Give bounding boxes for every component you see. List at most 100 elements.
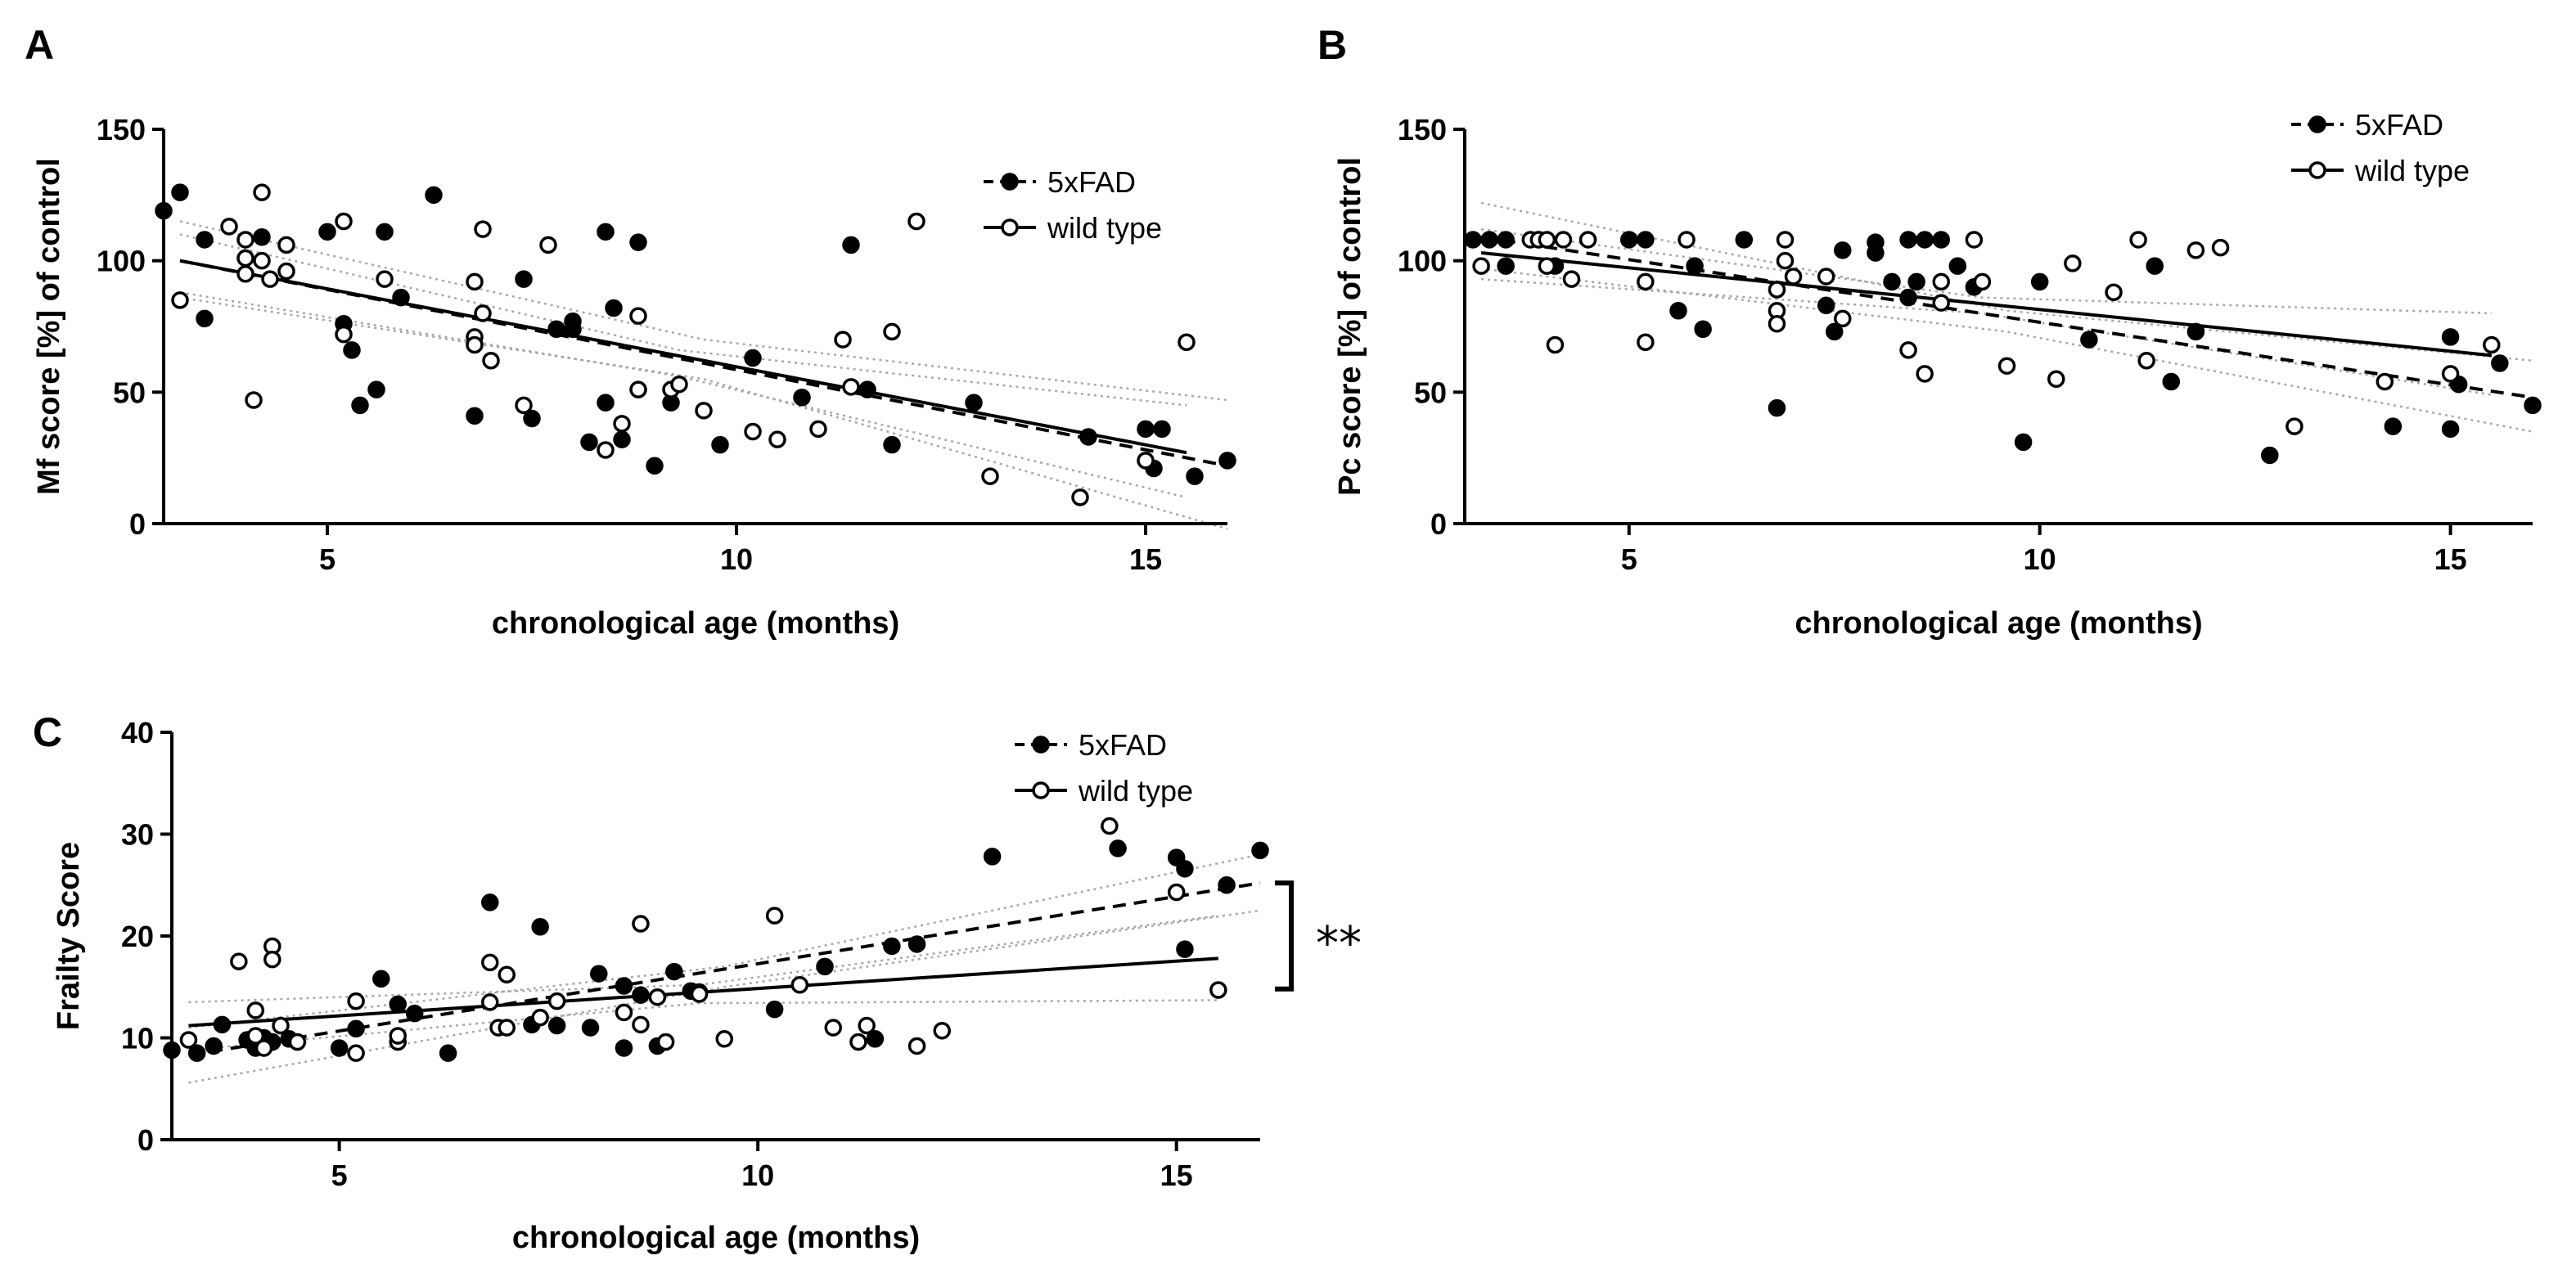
legend-label: wild type bbox=[2354, 154, 2470, 187]
y-tick-label: 150 bbox=[97, 113, 146, 146]
confidence-band-fad bbox=[188, 909, 1261, 1084]
panel-b: B 0 50 100 150 5 10 15 chronological age (months… bbox=[1317, 22, 2542, 641]
point-fad bbox=[196, 309, 214, 328]
point-wt bbox=[230, 952, 248, 970]
point-wt bbox=[629, 380, 647, 398]
point-fad bbox=[330, 1039, 349, 1057]
y-tick-label: 100 bbox=[97, 245, 146, 278]
y-tick-label: 150 bbox=[1398, 113, 1447, 146]
point-fad bbox=[1137, 420, 1155, 439]
legend-marker bbox=[1032, 736, 1050, 754]
point-wt bbox=[474, 304, 492, 322]
confidence-band-fad bbox=[188, 853, 1261, 1029]
point-fad bbox=[1176, 860, 1194, 878]
point-wt bbox=[1637, 333, 1655, 352]
y-tick-label: 40 bbox=[121, 716, 154, 749]
point-fad bbox=[389, 995, 407, 1014]
point-wt bbox=[466, 335, 484, 354]
point-fad bbox=[2524, 396, 2542, 415]
legend-marker bbox=[1001, 173, 1019, 191]
point-wt bbox=[335, 325, 353, 344]
point-wt bbox=[744, 422, 762, 441]
point-wt bbox=[498, 1019, 516, 1037]
x-tick-label: 5 bbox=[319, 542, 336, 576]
point-fad bbox=[439, 1044, 457, 1062]
point-fad bbox=[2162, 372, 2181, 391]
point-wt bbox=[347, 1044, 365, 1062]
x-tick-label: 10 bbox=[2024, 542, 2056, 576]
legend-marker bbox=[1032, 781, 1050, 799]
x-tick-label: 5 bbox=[331, 1159, 348, 1192]
point-fad bbox=[1497, 257, 1515, 275]
point-fad bbox=[1825, 322, 1844, 341]
point-fad bbox=[2146, 257, 2164, 275]
point-wt bbox=[1101, 817, 1119, 835]
confidence-band-fad bbox=[179, 220, 1228, 402]
point-fad bbox=[1669, 301, 1687, 320]
point-fad bbox=[646, 457, 664, 475]
y-tick-label: 10 bbox=[121, 1022, 154, 1055]
point-wt bbox=[695, 402, 713, 420]
point-fad bbox=[2441, 420, 2460, 439]
point-fad bbox=[351, 396, 369, 415]
point-wt bbox=[547, 992, 566, 1010]
point-wt bbox=[253, 183, 271, 201]
point-fad bbox=[1686, 257, 1704, 275]
point-wt bbox=[220, 218, 238, 236]
point-wt bbox=[236, 231, 254, 249]
x-tick-label: 15 bbox=[1129, 542, 1162, 576]
point-wt bbox=[1678, 231, 1696, 249]
y-tick-label: 50 bbox=[1414, 376, 1447, 409]
y-axis-title: Mf score [%] of control bbox=[32, 158, 66, 495]
point-fad bbox=[1176, 940, 1194, 958]
point-fad bbox=[2491, 354, 2509, 372]
point-wt bbox=[474, 220, 492, 238]
point-wt bbox=[2376, 372, 2394, 391]
point-fad bbox=[629, 233, 647, 251]
confidence-band-wt bbox=[179, 290, 1187, 499]
point-wt bbox=[615, 1003, 633, 1022]
point-wt bbox=[2047, 370, 2065, 389]
point-fad bbox=[1251, 841, 1269, 860]
point-wt bbox=[907, 1037, 926, 1055]
x-tick-label: 5 bbox=[1621, 542, 1637, 576]
y-tick-label: 30 bbox=[121, 818, 154, 852]
point-wt bbox=[171, 291, 189, 309]
y-tick-label: 0 bbox=[1430, 507, 1447, 541]
regression-line-fad bbox=[1480, 235, 2533, 399]
point-fad bbox=[613, 430, 631, 448]
point-fad bbox=[793, 389, 811, 407]
legend-label: wild type bbox=[1047, 211, 1162, 245]
confidence-band-fad bbox=[1480, 201, 2533, 362]
point-wt bbox=[236, 249, 254, 268]
point-wt bbox=[1899, 341, 1917, 359]
point-wt bbox=[648, 988, 667, 1006]
legend-label: wild type bbox=[1078, 774, 1193, 808]
point-wt bbox=[2211, 238, 2230, 257]
point-fad bbox=[425, 186, 443, 205]
point-fad bbox=[405, 1004, 424, 1023]
point-wt bbox=[715, 1029, 733, 1048]
point-wt bbox=[1932, 294, 1950, 312]
point-wt bbox=[597, 441, 615, 459]
point-fad bbox=[605, 299, 623, 317]
point-fad bbox=[1735, 231, 1754, 249]
point-wt bbox=[858, 1016, 876, 1035]
point-fad bbox=[1932, 231, 1950, 249]
point-wt bbox=[1784, 268, 1803, 286]
confidence-band-wt bbox=[1480, 277, 2493, 396]
point-fad bbox=[1907, 272, 1925, 291]
point-wt bbox=[2483, 335, 2501, 354]
point-fad bbox=[531, 918, 549, 936]
point-wt bbox=[1209, 981, 1227, 999]
y-axis-title: Pc score [%] of control bbox=[1333, 157, 1367, 496]
point-wt bbox=[933, 1022, 951, 1040]
point-fad bbox=[907, 935, 926, 953]
point-fad bbox=[1497, 231, 1515, 249]
point-wt bbox=[245, 391, 263, 409]
legend-label: 5xFAD bbox=[1047, 165, 1136, 199]
confidence-band-wt bbox=[1480, 227, 2492, 315]
x-axis-title: chronological age (months) bbox=[492, 606, 899, 641]
point-wt bbox=[1965, 231, 1984, 249]
point-fad bbox=[1186, 467, 1204, 485]
